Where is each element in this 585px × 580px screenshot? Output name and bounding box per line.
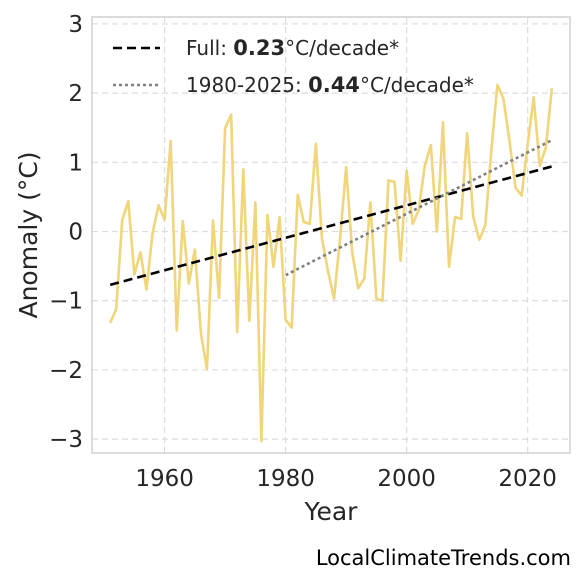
x-tick-label: 2000 [377, 466, 436, 492]
plot-frame [91, 16, 571, 454]
x-axis-title: Year [304, 497, 359, 526]
data-series [108, 83, 554, 443]
y-tick-label: 0 [68, 220, 83, 246]
x-tick-label: 2020 [498, 466, 557, 492]
anomaly-chart: 1960 1980 2000 2020 −3 −2 −1 0 1 2 3 Year Anomaly … [14, 12, 571, 526]
y-tick-label: 2 [68, 81, 83, 107]
y-tick-label: −3 [49, 427, 83, 453]
recent-trend-line [285, 139, 553, 277]
y-axis-title: Anomaly (°C) [14, 151, 43, 318]
y-tick-label: 3 [68, 12, 83, 38]
y-tick-label: −1 [49, 289, 83, 315]
anomaly-line [108, 83, 554, 443]
y-tick-label: 1 [68, 150, 83, 176]
x-tick-label: 1960 [135, 466, 194, 492]
legend-label: Full: 0.23°C/decade* [186, 36, 399, 60]
full-trend-line [109, 165, 553, 287]
axes-frame [91, 16, 571, 454]
grid-lines [92, 17, 570, 453]
legend: Full: 0.23°C/decade* 1980-2025: 0.44°C/de… [113, 36, 474, 97]
y-tick-label: −2 [49, 358, 83, 384]
legend-label: 1980-2025: 0.44°C/decade* [186, 73, 474, 97]
watermark-text: LocalClimateTrends.com [315, 546, 571, 570]
x-tick-label: 1980 [256, 466, 315, 492]
tick-labels: 1960 1980 2000 2020 −3 −2 −1 0 1 2 3 [49, 12, 557, 492]
